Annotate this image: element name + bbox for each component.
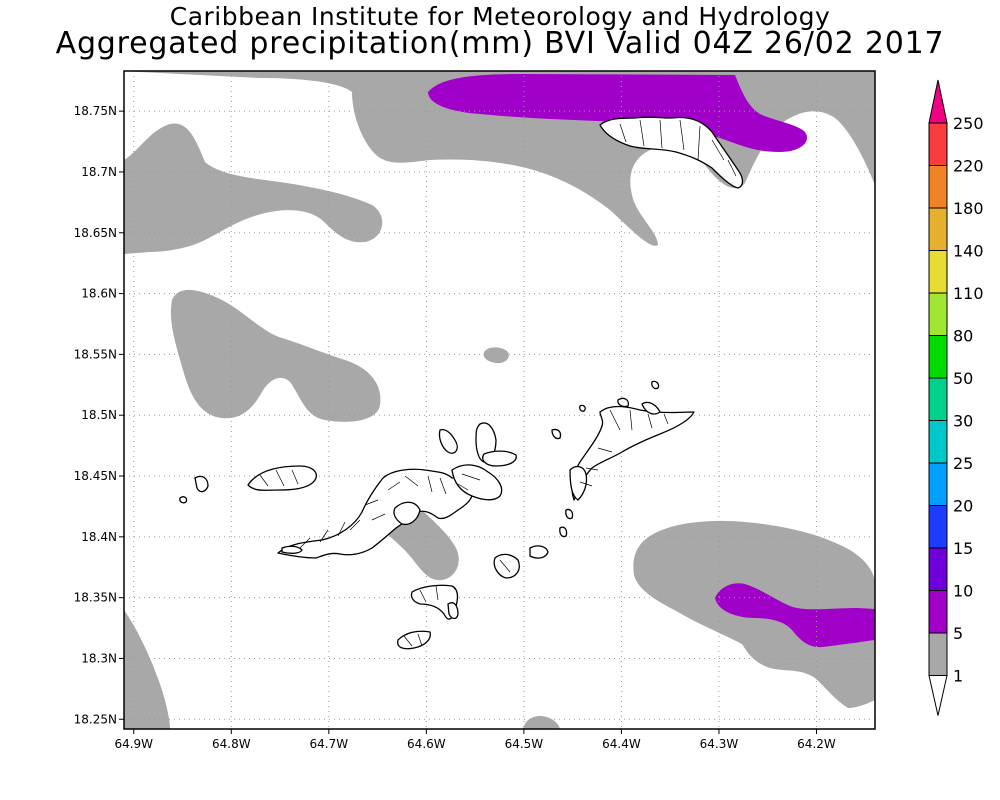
colorbar-swatch (928, 335, 948, 379)
colorbar-swatch (928, 420, 948, 464)
x-tick-label: 64.2W (797, 737, 836, 751)
x-axis: 64.9W 64.8W 64.7W 64.6W 64.5W 64.4W 64.3W 64.2W (114, 729, 836, 751)
y-tick-label: 18.25N (74, 712, 117, 726)
x-tick-label: 64.7W (310, 737, 349, 751)
colorbar-label: 30 (953, 412, 973, 431)
rain-area-west-blob (170, 289, 381, 422)
rain-area-small-spot (483, 347, 509, 364)
island-tortola (451, 464, 503, 501)
y-tick-label: 18.75N (74, 104, 117, 118)
colorbar-label: 250 (953, 114, 984, 133)
y-tick-label: 18.55N (74, 347, 117, 361)
island-virgin-gorda (571, 405, 695, 501)
rain-area-southwest-corner (124, 610, 170, 729)
y-tick-label: 18.35N (74, 591, 117, 605)
island-west-cay (194, 475, 209, 493)
island-east-dots-6 (641, 401, 661, 415)
islands (179, 116, 744, 650)
island-east-dots-3 (651, 380, 660, 390)
colorbar-swatch (928, 292, 948, 336)
island-st-croix-cays (410, 584, 459, 620)
y-tick-label: 18.3N (81, 651, 117, 665)
rain-area-south-edge (523, 716, 560, 729)
colorbar-swatch (928, 632, 948, 676)
y-tick-label: 18.45N (74, 469, 117, 483)
island-east-dots-7 (565, 508, 574, 520)
colorbar-swatch (928, 547, 948, 591)
island-boundaries (259, 119, 737, 647)
colorbar-top-arrow (928, 79, 948, 124)
plot-frame (123, 70, 876, 730)
x-tick-label: 64.8W (212, 737, 251, 751)
colorbar-swatch (928, 165, 948, 209)
y-axis: 18.75N 18.7N 18.65N 18.6N 18.55N 18.5N 18.45N 1… (74, 104, 124, 726)
plot-area (124, 71, 875, 729)
colorbar-swatch (928, 207, 948, 251)
island-mid-cay (482, 450, 517, 467)
island-east-dots-2 (559, 526, 568, 538)
island-st-john (393, 501, 421, 526)
colorbar-label: 140 (953, 242, 984, 261)
island-north-st-thomas (599, 116, 744, 189)
colorbar-label: 1 (953, 667, 963, 686)
x-tick-label: 64.6W (407, 737, 446, 751)
colorbar-swatch (928, 462, 948, 506)
colorbar-swatch (928, 505, 948, 549)
colorbar-label: 20 (953, 497, 973, 516)
colorbar-label: 25 (953, 454, 973, 473)
island-south-cay (397, 630, 431, 650)
y-tick-label: 18.6N (81, 287, 117, 301)
colorbar-label: 180 (953, 199, 984, 218)
island-east-dots-5 (579, 404, 586, 412)
map-grid (124, 71, 875, 729)
island-small-west (179, 496, 188, 504)
title-product: Aggregated precipitation(mm) BVI Valid 0… (55, 26, 945, 61)
island-jost-van-dyke (247, 465, 318, 491)
colorbar-label: 110 (953, 284, 984, 303)
island-salt (447, 602, 459, 620)
colorbar-label: 80 (953, 327, 973, 346)
colorbar-label: 50 (953, 369, 973, 388)
title-institute: Caribbean Institute for Meteorology and … (169, 2, 831, 31)
y-tick-label: 18.5N (81, 408, 117, 422)
island-dog-islands (569, 465, 588, 501)
colorbar-swatch (928, 590, 948, 634)
colorbar-label: 220 (953, 157, 984, 176)
colorbar-swatch (928, 377, 948, 421)
island-small-west-2 (281, 545, 303, 554)
y-tick-label: 18.4N (81, 530, 117, 544)
x-tick-label: 64.3W (700, 737, 739, 751)
island-st-thomas (277, 468, 474, 559)
rain-area-southeast-purple (715, 583, 875, 648)
colorbar-swatch (928, 250, 948, 294)
colorbar-label: 10 (953, 582, 973, 601)
x-tick-label: 64.9W (114, 737, 153, 751)
colorbar-label: 5 (953, 624, 963, 643)
island-north-cays (438, 428, 458, 454)
colorbar-label: 15 (953, 539, 973, 558)
x-tick-label: 64.4W (602, 737, 641, 751)
y-tick-label: 18.7N (81, 165, 117, 179)
island-cooper (529, 545, 549, 559)
colorbar-bottom-arrow (928, 675, 948, 716)
y-tick-label: 18.65N (74, 226, 117, 240)
colorbar-swatch (928, 122, 948, 166)
island-east-dots-4 (617, 397, 630, 408)
island-east-dots (551, 428, 562, 440)
rain-area-northwest-blob (124, 123, 383, 254)
colorbar-legend: 250 220 180 140 110 80 50 30 25 20 15 10 5 1 (928, 79, 984, 716)
x-tick-label: 64.5W (505, 737, 544, 751)
